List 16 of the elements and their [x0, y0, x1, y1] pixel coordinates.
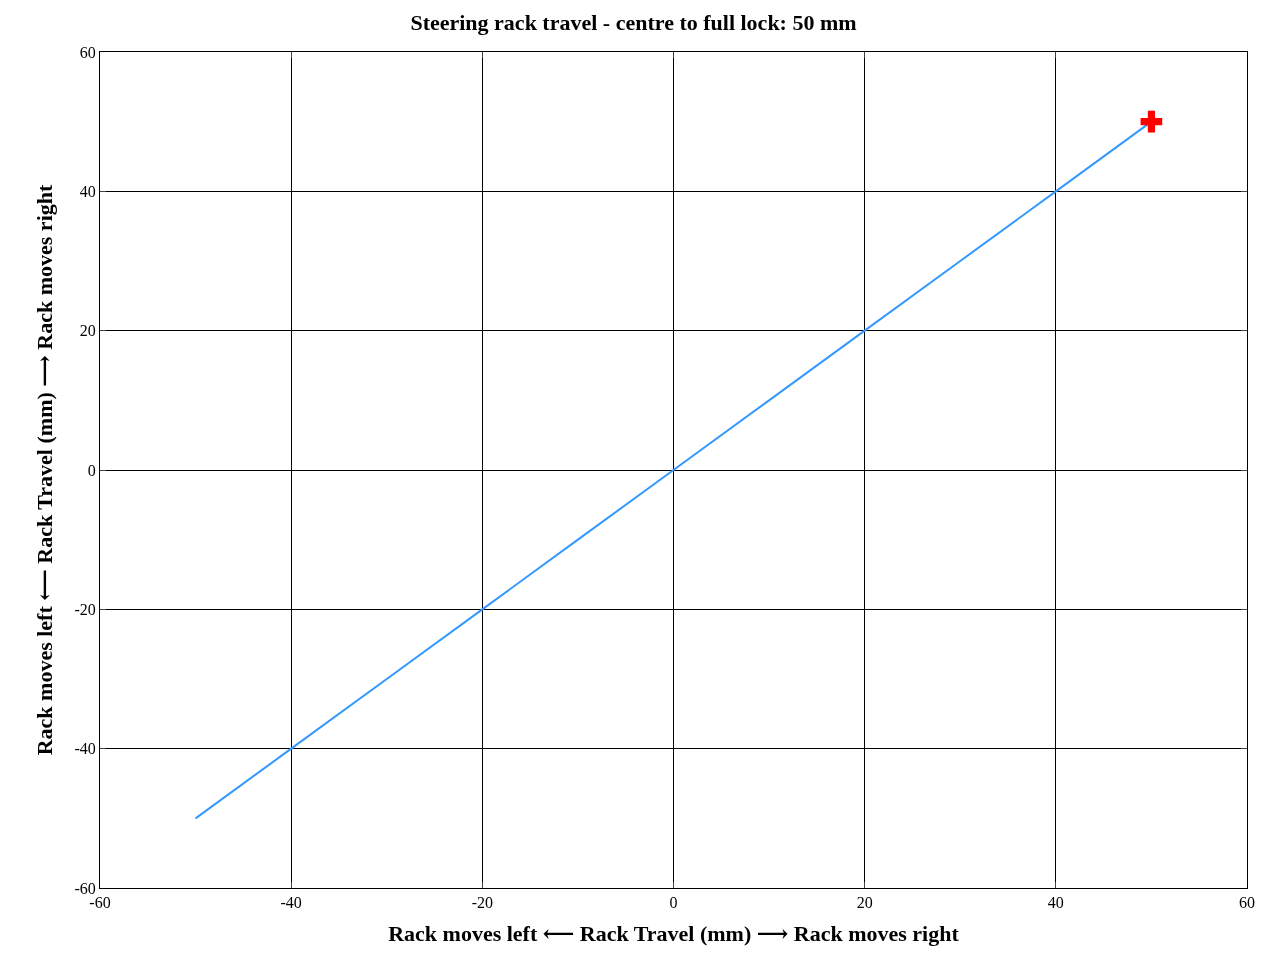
x-tick-label: -40	[280, 894, 302, 912]
y-tick-label: -20	[74, 600, 96, 618]
y-axis-title: Rack moves left ⟵ Rack Travel (mm) ⟶ Rack moves right	[32, 184, 58, 756]
chart-title: Steering rack travel - centre to full lock: 50 mm	[410, 9, 857, 35]
x-tick-label: 60	[1239, 894, 1255, 912]
y-tick-label: 60	[79, 43, 96, 61]
y-tick-label: -40	[74, 740, 96, 758]
x-axis-title: Rack moves left ⟵ Rack Travel (mm) ⟶ Rack moves right	[388, 921, 960, 947]
y-tick-label: 20	[79, 322, 96, 340]
x-tick-label: 40	[1047, 894, 1064, 912]
y-tick-label: 0	[87, 461, 96, 479]
x-tick-label: -20	[471, 894, 493, 912]
x-tick-label: 20	[856, 894, 873, 912]
y-tick-label: -60	[74, 879, 96, 897]
y-tick-label: 40	[79, 182, 96, 200]
x-tick-label: 0	[669, 894, 678, 912]
